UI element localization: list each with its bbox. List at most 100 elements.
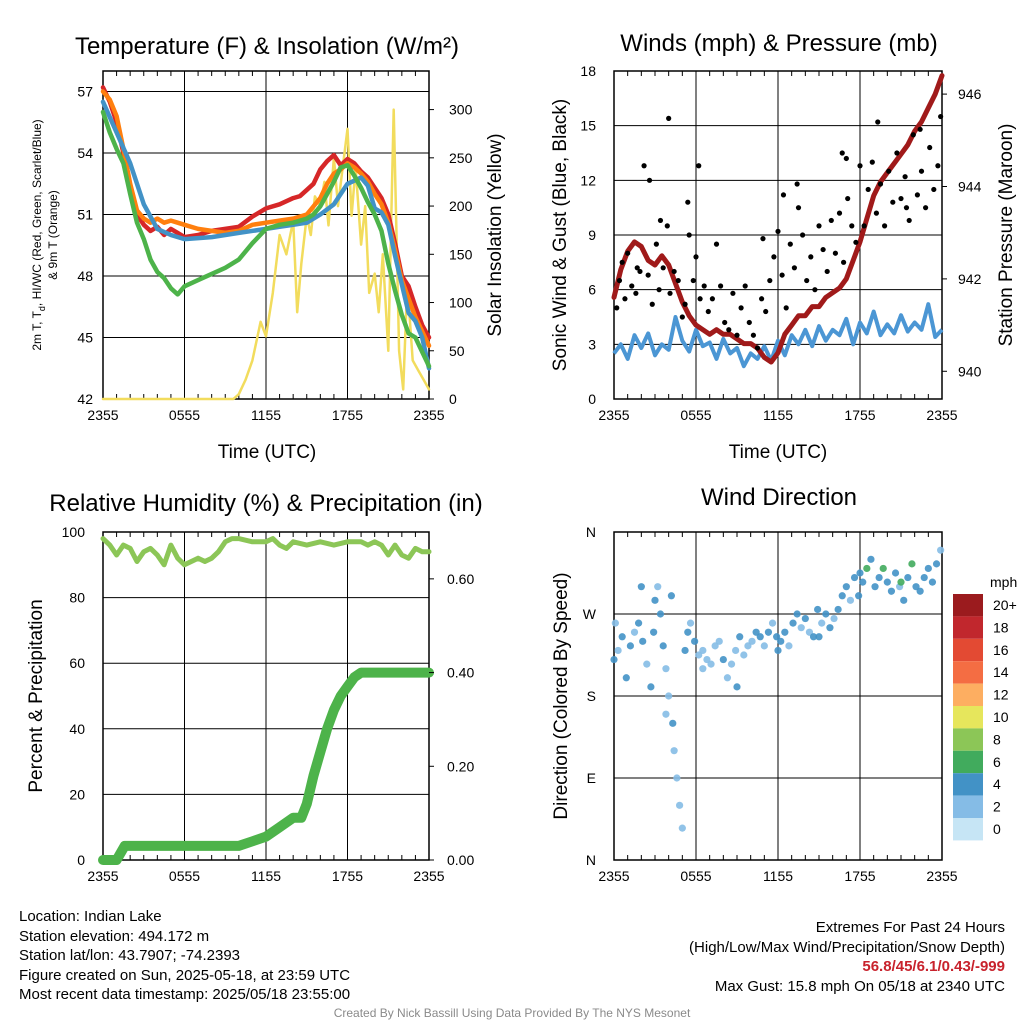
wind-direction-point — [830, 614, 838, 623]
gust-point — [787, 241, 793, 247]
wind-direction-point — [639, 637, 647, 645]
speed-legend-label: 14 — [993, 664, 1009, 680]
humidity-y-tick-label: 0 — [77, 852, 85, 868]
temperature-series — [100, 85, 432, 401]
wind-direction-point — [630, 628, 639, 636]
gust-point — [800, 232, 806, 238]
insolation-y-axis-label: Solar Insolation (Yellow) — [485, 133, 506, 336]
winds-x-tick-label: 2355 — [926, 407, 957, 423]
precip-y-tick-label: 0.00 — [447, 852, 474, 868]
wind-direction-point — [686, 619, 695, 627]
wind-direction-point — [643, 660, 651, 668]
wind-direction-point — [760, 642, 768, 650]
pressure-y-axis-label: Station Pressure (Maroon) — [996, 124, 1017, 347]
winds-x-tick-label: 2355 — [598, 407, 629, 423]
winds-y-tick-label: 9 — [588, 227, 596, 243]
gust-point — [738, 305, 744, 311]
temperature-y-tick-label: 51 — [77, 207, 93, 223]
gust-point — [653, 241, 659, 247]
wind-direction-point — [626, 642, 635, 650]
gust-point — [804, 277, 810, 284]
wind-direction-point — [809, 633, 818, 641]
wind-direction-point — [920, 573, 928, 582]
wind-direction-point — [838, 592, 846, 600]
insolation-y-tick-label: 100 — [449, 295, 473, 311]
wind-direction-point — [723, 674, 732, 682]
gust-point — [816, 223, 822, 229]
gust-point — [754, 345, 761, 351]
humidity-series — [98, 536, 434, 865]
speed-legend-label: 10 — [993, 709, 1009, 725]
wind-direction-point — [622, 674, 630, 682]
recent-data-timestamp: Most recent data timestamp: 2025/05/18 2… — [19, 986, 351, 1003]
winds-y-tick-label: 0 — [588, 391, 596, 407]
winds-y-axis-label: Sonic Wind & Gust (Blue, Black) — [550, 99, 571, 371]
speed-legend-swatch — [953, 683, 983, 706]
humidity-x-tick-label: 1755 — [332, 868, 363, 884]
gust-point — [693, 254, 699, 260]
gust-point — [783, 305, 789, 311]
wind-direction-point — [842, 583, 850, 591]
temperature-series-line — [100, 99, 432, 371]
wind-direction-y-tick-label: W — [583, 606, 597, 622]
station-info: Location: Indian Lake Station elevation:… — [19, 907, 350, 1005]
temperature-y-tick-label: 42 — [77, 391, 93, 407]
wind-direction-point — [822, 610, 830, 618]
wind-direction-point — [867, 555, 875, 563]
gust-point — [671, 268, 677, 275]
temperature-y-tick-label: 57 — [77, 84, 93, 100]
gust-point — [760, 236, 766, 242]
speed-legend-swatch — [953, 728, 983, 751]
extremes-legend: (High/Low/Max Wind/Precipitation/Snow De… — [689, 938, 1005, 956]
humidity-x-tick-label: 1155 — [251, 868, 281, 884]
gust-point — [705, 308, 711, 315]
wind-direction-point — [908, 560, 916, 568]
wind-direction-point — [662, 665, 670, 673]
temperature-series-line — [100, 85, 432, 340]
winds-y-tick-label: 3 — [588, 336, 596, 352]
gust-point — [629, 283, 635, 289]
speed-legend-swatch — [953, 795, 983, 818]
temperature-y-tick-label: 54 — [77, 145, 93, 161]
temperature-x-tick-label: 1755 — [332, 407, 363, 423]
gust-point — [875, 119, 881, 125]
gust-point — [682, 301, 688, 307]
precip-y-tick-label: 0.20 — [447, 758, 474, 774]
wind-direction-point — [678, 824, 686, 832]
gust-point — [649, 301, 655, 307]
speed-legend-swatch — [953, 818, 983, 841]
wind-direction-point — [667, 592, 676, 600]
winds-y-tick-label: 6 — [588, 282, 596, 298]
wind-direction-point — [635, 619, 643, 627]
wind-direction-point — [774, 646, 782, 655]
insolation-y-tick-label: 150 — [449, 246, 473, 262]
winds-title: Winds (mph) & Pressure (mb) — [620, 30, 937, 57]
insolation-y-tick-label: 300 — [449, 102, 473, 118]
gust-point — [625, 250, 631, 256]
wind-direction-point — [900, 596, 908, 604]
temperature-y-axis-label: 2m T, Td, HI/WC (Red, Green, Scarlet/Blu… — [30, 119, 47, 350]
gust-point — [709, 296, 716, 302]
wind-direction-point — [875, 573, 883, 582]
gust-point — [931, 186, 937, 193]
wind-speed-line — [612, 302, 944, 369]
wind-direction-point — [897, 578, 905, 586]
wind-direction-point — [768, 619, 777, 627]
insolation-y-tick-label: 250 — [449, 150, 473, 166]
gust-point — [750, 332, 757, 338]
gust-point — [667, 290, 673, 296]
wind-direction-point — [846, 596, 855, 604]
wind-direction-point — [656, 610, 665, 618]
gust-point — [861, 223, 867, 229]
gust-point — [898, 195, 904, 202]
gust-point — [914, 192, 921, 198]
credit-line: Created By Nick Bassill Using Data Provi… — [333, 1006, 691, 1020]
wind-direction-point — [610, 655, 618, 664]
humidity-y-tick-label: 20 — [69, 786, 85, 802]
wind-direction-point — [659, 642, 667, 650]
humidity-x-tick-label: 2355 — [87, 868, 118, 884]
wind-direction-point — [916, 587, 924, 595]
gust-point — [616, 277, 623, 284]
wind-direction-point — [676, 801, 684, 809]
wind-direction-point — [789, 619, 797, 627]
